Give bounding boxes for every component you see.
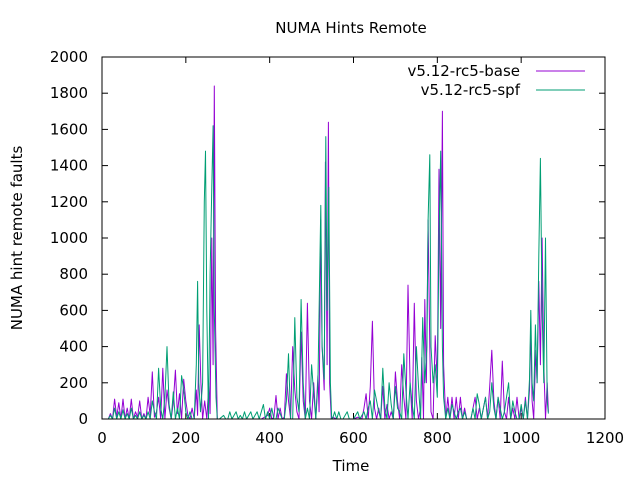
y-tick-label: 2000 — [50, 48, 88, 66]
y-axis-label: NUMA hint remote faults — [8, 146, 26, 331]
y-tick-label: 1800 — [50, 84, 88, 102]
x-tick-label: 800 — [423, 429, 452, 447]
x-tick-label: 1000 — [502, 429, 540, 447]
x-tick-label: 600 — [339, 429, 368, 447]
y-axis-ticks: 0 200 400 600 800 1000 1200 1400 1600 1800 2000 — [50, 48, 605, 428]
y-tick-label: 200 — [59, 374, 88, 392]
x-tick-label: 0 — [97, 429, 107, 447]
y-tick-label: 0 — [78, 410, 88, 428]
series-line-1 — [102, 125, 549, 420]
y-tick-label: 1000 — [50, 229, 88, 247]
x-tick-label: 200 — [172, 429, 201, 447]
y-tick-label: 600 — [59, 301, 88, 319]
legend-label: v5.12-rc5-base — [408, 62, 521, 80]
y-tick-label: 800 — [59, 265, 88, 283]
legend-label: v5.12-rc5-spf — [421, 81, 521, 99]
x-axis-label: Time — [332, 457, 370, 475]
y-tick-label: 1400 — [50, 157, 88, 175]
chart-title: NUMA Hints Remote — [275, 19, 426, 37]
y-tick-label: 400 — [59, 338, 88, 356]
y-tick-label: 1600 — [50, 120, 88, 138]
x-axis-ticks: 0 200 400 600 800 1000 1200 — [97, 57, 624, 447]
x-tick-label: 1200 — [586, 429, 624, 447]
plot-frame — [101, 56, 606, 420]
y-tick-label: 1200 — [50, 193, 88, 211]
series-lines — [102, 85, 549, 420]
x-tick-label: 400 — [255, 429, 284, 447]
